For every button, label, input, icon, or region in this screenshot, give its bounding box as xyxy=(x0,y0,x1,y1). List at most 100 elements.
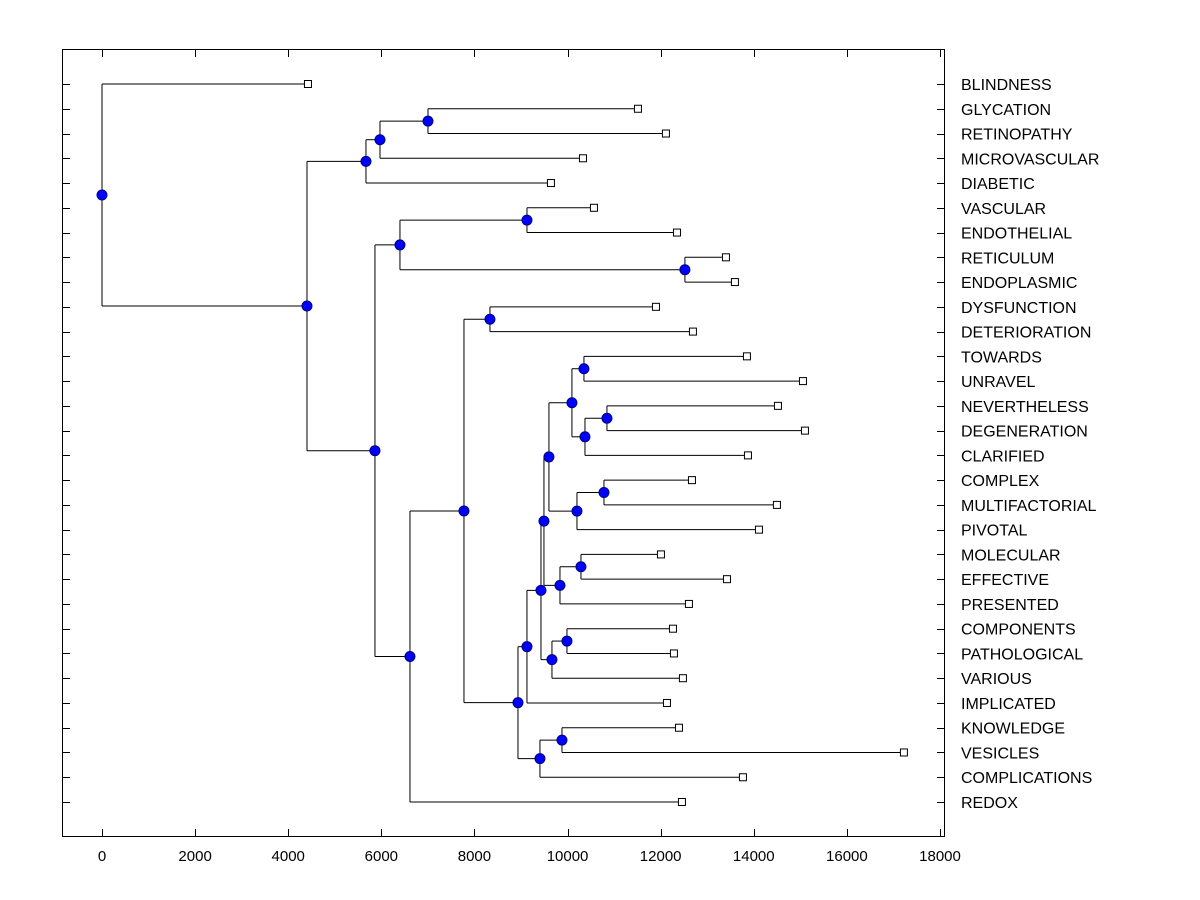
leaf-label: COMPLICATIONS xyxy=(961,770,1092,787)
cluster-node xyxy=(561,635,573,647)
leaf-label: IMPLICATED xyxy=(961,696,1056,713)
cluster-node xyxy=(512,697,524,709)
leaf-label: KNOWLEDGE xyxy=(961,721,1065,738)
leaf-label: MICROVASCULAR xyxy=(961,151,1099,168)
leaf-label: VARIOUS xyxy=(961,671,1032,688)
axis-ticks xyxy=(62,49,945,837)
leaf-marker xyxy=(674,723,683,732)
leaf-marker xyxy=(684,599,693,608)
leaf-marker xyxy=(773,401,782,410)
cluster-node xyxy=(521,214,533,226)
leaf-label: TOWARDS xyxy=(961,349,1042,366)
leaf-label: VASCULAR xyxy=(961,201,1046,218)
x-tick-label: 18000 xyxy=(919,848,961,865)
leaf-marker xyxy=(721,253,730,262)
cluster-node xyxy=(546,654,558,666)
x-tick-label: 10000 xyxy=(547,848,589,865)
leaf-label: PIVOTAL xyxy=(961,523,1027,540)
leaf-label: PATHOLOGICAL xyxy=(961,646,1083,663)
cluster-node xyxy=(458,505,470,517)
cluster-node xyxy=(521,641,533,653)
leaf-marker xyxy=(743,451,752,460)
leaf-marker xyxy=(303,80,312,88)
cluster-node xyxy=(394,239,406,251)
leaf-marker xyxy=(738,773,747,782)
cluster-node xyxy=(301,300,313,312)
leaf-label: ENDOTHELIAL xyxy=(961,226,1072,243)
leaf-label: COMPLEX xyxy=(961,473,1040,490)
cluster-node xyxy=(566,397,578,409)
leaf-marker xyxy=(742,352,751,361)
leaf-marker xyxy=(651,302,660,311)
leaf-marker xyxy=(672,228,681,237)
leaf-marker xyxy=(578,154,587,163)
cluster-node xyxy=(534,753,546,765)
leaf-marker xyxy=(688,327,697,336)
cluster-node xyxy=(571,505,583,517)
x-tick-label: 8000 xyxy=(458,848,491,865)
leaf-label: EFFECTIVE xyxy=(961,572,1049,589)
cluster-node xyxy=(556,734,568,746)
leaf-marker xyxy=(678,674,687,683)
cluster-node xyxy=(579,431,591,443)
cluster-node xyxy=(535,584,547,596)
leaf-label: BLINDNESS xyxy=(961,77,1052,94)
leaf-label: RETICULUM xyxy=(961,250,1054,267)
cluster-node xyxy=(360,155,372,167)
leaf-marker xyxy=(656,550,665,559)
x-tick-label: 0 xyxy=(98,848,106,865)
node-markers xyxy=(96,115,691,765)
x-tick-label: 12000 xyxy=(640,848,682,865)
leaf-label: DIABETIC xyxy=(961,176,1035,193)
cluster-node xyxy=(543,451,555,463)
cluster-node xyxy=(369,445,381,457)
leaf-marker xyxy=(772,500,781,509)
cluster-node xyxy=(404,650,416,662)
cluster-node xyxy=(374,134,386,146)
x-tick-label: 16000 xyxy=(826,848,868,865)
x-tick-label: 4000 xyxy=(272,848,305,865)
cluster-node xyxy=(554,579,566,591)
leaf-marker xyxy=(668,624,677,633)
leaf-label: RETINOPATHY xyxy=(961,127,1073,144)
leaf-label: GLYCATION xyxy=(961,102,1051,119)
leaf-markers xyxy=(303,80,908,806)
leaf-label: VESICLES xyxy=(961,745,1039,762)
leaf-label: MULTIFACTORIAL xyxy=(961,498,1097,515)
leaf-label: NEVERTHELESS xyxy=(961,399,1089,416)
leaf-label: DYSFUNCTION xyxy=(961,300,1077,317)
cluster-node xyxy=(484,313,496,325)
leaf-label: PRESENTED xyxy=(961,597,1059,614)
leaf-marker xyxy=(669,649,678,658)
x-tick-labels: 0 2000 4000 6000 8000 10000 12000 14000 16000 180… xyxy=(98,848,961,865)
leaf-label: DEGENERATION xyxy=(961,424,1088,441)
cluster-node xyxy=(679,264,691,276)
cluster-node xyxy=(598,487,610,499)
plot-frame xyxy=(62,49,945,837)
cluster-node xyxy=(575,561,587,573)
leaf-marker xyxy=(722,575,731,584)
leaf-marker xyxy=(800,426,809,435)
x-tick-label: 14000 xyxy=(733,848,775,865)
leaf-marker xyxy=(899,748,908,757)
leaf-label: REDOX xyxy=(961,795,1018,812)
leaf-marker xyxy=(661,129,670,138)
cluster-node xyxy=(422,115,434,127)
leaf-labels: BLINDNESS GLYCATION RETINOPATHY MICROVASCUL… xyxy=(961,77,1099,812)
leaf-marker xyxy=(633,104,642,113)
leaf-label: DETERIORATION xyxy=(961,325,1091,342)
leaf-marker xyxy=(754,525,763,534)
leaf-label: COMPONENTS xyxy=(961,622,1076,639)
leaf-marker xyxy=(662,698,671,707)
leaf-marker xyxy=(798,377,807,386)
cluster-node xyxy=(538,515,550,527)
x-tick-label: 2000 xyxy=(178,848,211,865)
cluster-node xyxy=(96,189,108,201)
leaf-marker xyxy=(730,278,739,287)
cluster-node xyxy=(578,363,590,375)
leaf-marker xyxy=(589,203,598,212)
cluster-node xyxy=(601,412,613,424)
leaf-marker xyxy=(677,798,686,806)
leaf-marker xyxy=(687,476,696,485)
